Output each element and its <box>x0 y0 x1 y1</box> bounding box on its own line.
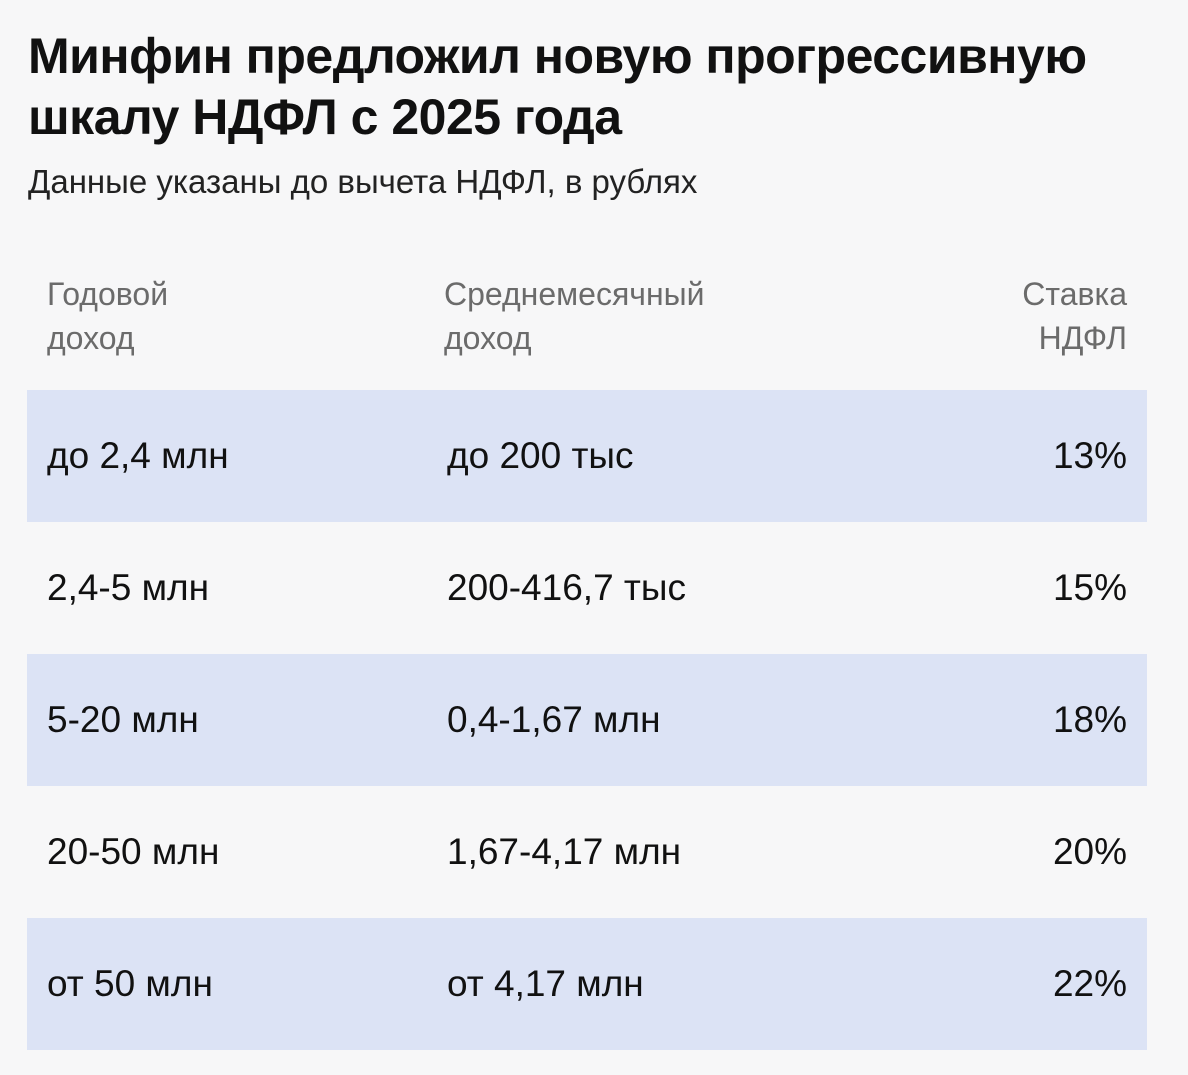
column-header-annual-income: Годовой доход <box>47 272 347 360</box>
tax-table: Годовой доход Среднемесячный доход Ставк… <box>27 270 1147 1050</box>
table-row: 5-20 млн 0,4-1,67 млн 18% <box>27 654 1147 786</box>
table-row: от 50 млн от 4,17 млн 22% <box>27 918 1147 1050</box>
annual-income-cell: до 2,4 млн <box>47 435 229 476</box>
table-header: Годовой доход Среднемесячный доход Ставк… <box>27 270 1147 390</box>
tax-rate-cell: 15% <box>1052 567 1127 608</box>
column-header-line: доход <box>47 320 135 356</box>
column-header-line: Годовой <box>47 276 169 312</box>
annual-income-cell: 5-20 млн <box>47 699 199 740</box>
monthly-income-cell: 0,4-1,67 млн <box>447 699 661 740</box>
column-header-line: НДФЛ <box>1038 320 1127 356</box>
tax-rate-cell: 22% <box>1052 963 1127 1004</box>
column-header-line: доход <box>444 320 532 356</box>
tax-rate-cell: 20% <box>1052 831 1127 872</box>
table-row: 20-50 млн 1,67-4,17 млн 20% <box>27 786 1147 918</box>
annual-income-cell: 20-50 млн <box>47 831 220 872</box>
chart-subtitle: Данные указаны до вычета НДФЛ, в рублях <box>28 163 698 200</box>
column-header-monthly-income: Среднемесячный доход <box>444 272 844 360</box>
table-row: до 2,4 млн до 200 тыс 13% <box>27 390 1147 522</box>
monthly-income-cell: до 200 тыс <box>447 435 634 476</box>
tax-rate-cell: 18% <box>1052 699 1127 740</box>
column-header-line: Среднемесячный <box>444 276 705 312</box>
chart-title: Минфин предложил новую прогрессивную шка… <box>28 28 1087 145</box>
monthly-income-cell: 200-416,7 тыс <box>447 567 686 608</box>
column-header-line: Ставка <box>1022 276 1127 312</box>
monthly-income-cell: 1,67-4,17 млн <box>447 831 682 872</box>
annual-income-cell: 2,4-5 млн <box>47 567 210 608</box>
tax-rate-cell: 13% <box>1052 435 1127 476</box>
monthly-income-cell: от 4,17 млн <box>447 963 644 1004</box>
table-row: 2,4-5 млн 200-416,7 тыс 15% <box>27 522 1147 654</box>
column-header-tax-rate: Ставка НДФЛ <box>827 272 1127 360</box>
annual-income-cell: от 50 млн <box>47 963 213 1004</box>
